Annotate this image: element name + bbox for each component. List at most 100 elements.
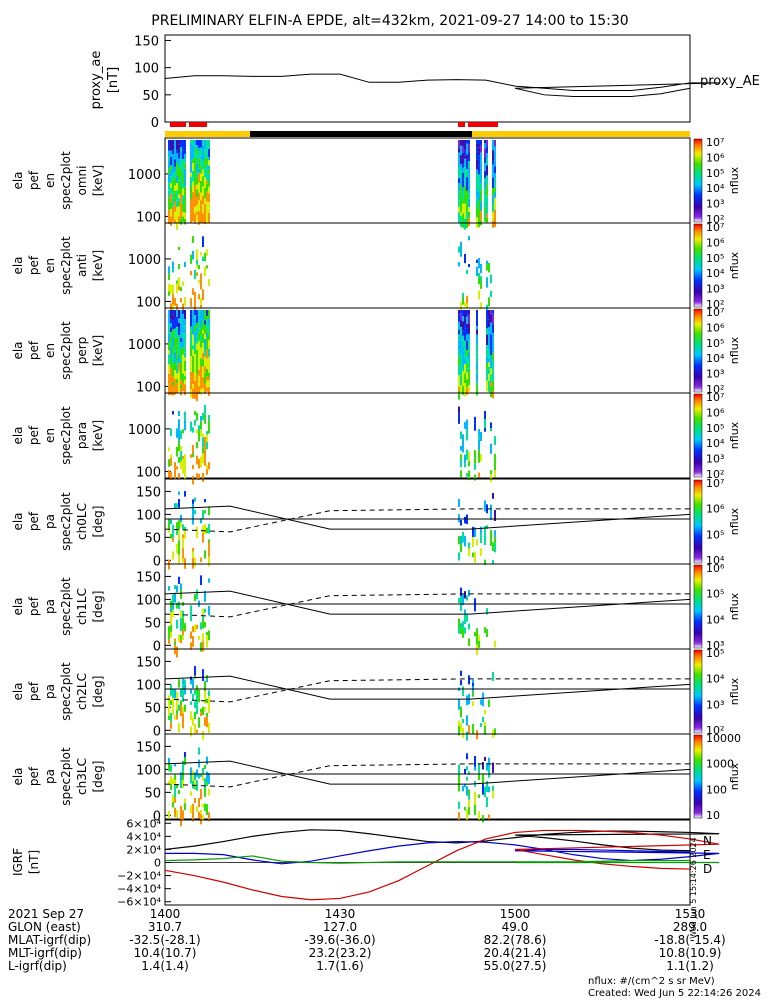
flux-cell <box>462 718 464 724</box>
flux-cell <box>184 218 186 225</box>
flux-cell <box>206 163 208 168</box>
flux-cell <box>196 358 198 366</box>
flux-cell <box>202 320 204 331</box>
flux-cell <box>192 464 194 470</box>
flux-cell <box>204 339 206 349</box>
spectrogram-ylabel-line: [keV] <box>91 335 105 366</box>
flux-cell <box>180 287 182 292</box>
spectrogram-ytick-label: 50 <box>144 531 161 546</box>
colorbar <box>693 734 703 819</box>
flux-cell <box>206 380 208 388</box>
flux-cell <box>206 756 208 765</box>
spectrogram-ylabel-line: spec2plot <box>59 151 73 210</box>
flux-cell <box>206 441 208 450</box>
flux-cell <box>174 159 176 167</box>
flux-cell <box>194 153 196 158</box>
flux-cell <box>486 153 488 159</box>
flux-cell <box>468 385 470 393</box>
flux-cell <box>178 206 180 210</box>
flux-cell <box>194 166 196 174</box>
loss-cone-line <box>164 590 691 615</box>
flux-cell <box>198 140 200 148</box>
flux-cell <box>180 388 182 396</box>
flux-cell <box>184 349 186 353</box>
flux-cell <box>462 371 464 383</box>
flux-cell <box>490 368 492 375</box>
spectrogram-ylabel-line: pef <box>27 170 41 190</box>
colorbar-tick-label: 10⁵ <box>706 167 724 180</box>
flux-cell <box>458 191 460 201</box>
flux-cell <box>174 788 176 798</box>
spectrogram-frame <box>164 137 691 224</box>
flux-cell <box>168 197 170 206</box>
flux-cell <box>492 332 494 340</box>
flux-cell <box>472 526 474 537</box>
flux-cell <box>468 638 470 646</box>
colorbar-tick-label: 10⁴ <box>706 352 725 365</box>
xaxis-cell: 1400 <box>149 907 181 921</box>
flux-cell <box>192 159 194 164</box>
flux-cell <box>490 360 492 366</box>
flux-cell <box>486 380 488 392</box>
flux-cell <box>194 315 196 319</box>
flux-cell <box>466 419 468 430</box>
flux-cell <box>194 207 196 214</box>
flux-cell <box>172 551 174 560</box>
flux-cell <box>494 543 496 553</box>
flux-cell <box>168 310 170 319</box>
flux-cell <box>202 343 204 353</box>
flux-cell <box>208 812 210 822</box>
flux-cell <box>480 699 482 705</box>
flux-cell <box>458 390 460 400</box>
flux-cell <box>182 429 184 434</box>
xaxis-row-label: 2021 Sep 27 <box>8 907 85 921</box>
flux-cell <box>194 305 196 313</box>
flux-cell <box>192 349 194 356</box>
flux-cell <box>190 310 192 314</box>
flux-cell <box>460 458 462 468</box>
flux-cell <box>172 144 174 151</box>
flux-cell <box>488 262 490 273</box>
flux-cell <box>200 156 202 160</box>
flux-cell <box>196 343 198 350</box>
units-note: nflux: #/(cm^2 s sr MeV) <box>588 976 715 987</box>
flux-cell <box>198 168 200 174</box>
flux-cell <box>190 605 192 612</box>
flux-cell <box>180 323 182 334</box>
flux-cell <box>492 361 494 372</box>
flux-cell <box>462 200 464 204</box>
flux-cell <box>190 631 192 639</box>
flux-cell <box>170 600 172 609</box>
flux-cell <box>464 166 466 172</box>
flux-cell <box>180 333 182 339</box>
flux-cell <box>458 379 460 387</box>
flux-cell <box>190 421 192 432</box>
flux-cell <box>170 140 172 151</box>
spectrogram-frame <box>164 648 691 735</box>
ae-ytick-label: 150 <box>134 34 159 49</box>
flux-cell <box>182 455 184 459</box>
flux-cell <box>184 342 186 350</box>
flux-cell <box>190 186 192 194</box>
flux-cell <box>476 361 478 370</box>
flux-cell <box>468 548 470 557</box>
flux-cell <box>494 150 496 161</box>
flux-cell <box>484 207 486 214</box>
xaxis-cell: 127.0 <box>322 920 358 934</box>
flux-cell <box>468 771 470 775</box>
xaxis-cell: 1.4(1.4) <box>141 959 189 973</box>
flux-cell <box>478 773 480 781</box>
flux-cell <box>190 166 192 173</box>
flux-cell <box>174 298 176 306</box>
flux-cell <box>176 363 178 374</box>
flux-cell <box>462 441 464 453</box>
flux-cell <box>208 181 210 187</box>
flux-cell <box>172 385 174 391</box>
flux-cell <box>460 454 462 459</box>
flux-cell <box>492 140 494 151</box>
flux-cell <box>184 202 186 206</box>
spectrogram-ylabel-line: en <box>43 173 57 188</box>
flux-cell <box>178 634 180 643</box>
flux-cell <box>208 377 210 381</box>
